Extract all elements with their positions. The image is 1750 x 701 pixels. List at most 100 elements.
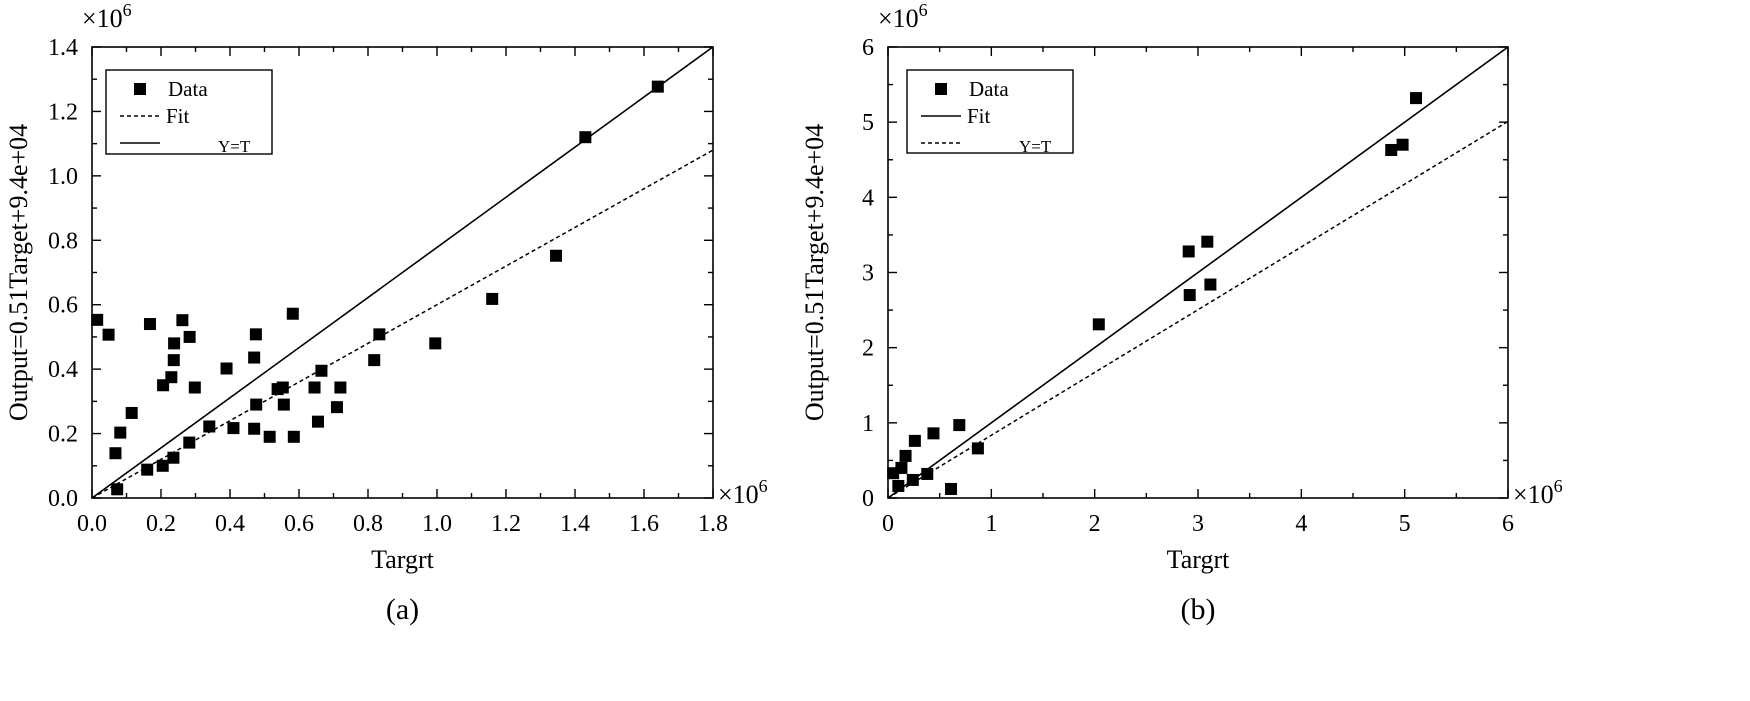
legend-entry-label: Data — [168, 77, 208, 101]
series-line-fit — [888, 47, 1508, 498]
data-point — [176, 314, 189, 327]
data-point — [114, 426, 127, 439]
data-point — [168, 337, 181, 350]
y-tick-label: 0.6 — [48, 293, 78, 319]
y-tick-label: 0.4 — [48, 357, 78, 383]
x-tick-label: 3 — [1192, 511, 1204, 537]
x-axis-label: Targrt — [371, 545, 434, 574]
y-tick-label: 0.8 — [48, 228, 78, 254]
y-tick-label: 0.2 — [48, 422, 78, 448]
x-tick-label: 5 — [1399, 511, 1411, 537]
y-tick-label: 5 — [862, 110, 874, 136]
legend-entry-label: Fit — [967, 104, 991, 128]
data-point — [308, 381, 321, 394]
data-point — [1182, 245, 1195, 258]
data-point — [167, 354, 180, 367]
chart-panel-b: 0 1 2 3 4 5 60123456×106×106TargrtOutput=0.51T… — [800, 0, 1563, 626]
data-point — [102, 328, 115, 341]
x-tick-label: 2 — [1089, 511, 1101, 537]
data-point — [899, 449, 912, 462]
data-point — [91, 313, 104, 326]
legend-entry-label: Y=T — [1019, 137, 1052, 156]
legend-box — [105, 69, 273, 155]
y-axis-label: Output=0.51Target+9.4e+04 — [4, 124, 33, 421]
data-point — [892, 479, 905, 492]
legend-entry-label: Data — [969, 77, 1009, 101]
data-point — [1204, 278, 1217, 291]
x-tick-label: 1 — [985, 511, 997, 537]
x-axis-multiplier: ×106 — [718, 476, 768, 509]
data-point — [895, 461, 908, 474]
y-tick-label: 1.0 — [48, 164, 78, 190]
x-tick-label: 6 — [1502, 511, 1514, 537]
data-point — [286, 307, 299, 320]
data-point — [109, 447, 122, 460]
panel-label: (b) — [1181, 593, 1216, 626]
data-point — [334, 381, 347, 394]
data-point — [248, 422, 261, 435]
y-tick-label: 1.4 — [48, 35, 78, 61]
chart-panel-a: 0.0 0.2 0.4 0.6 0.8 1.0 1.2 1.4 1.6 1.8 0.0 0.2 0.4 0… — [4, 0, 768, 626]
data-point — [330, 401, 343, 414]
axis-ticks — [91, 46, 714, 499]
data-point — [125, 406, 138, 419]
y-axis-multiplier: ×106 — [82, 0, 132, 33]
y-axis-label: Output=0.51Target+9.4e+04 — [800, 124, 829, 421]
x-tick-label: 1.2 — [491, 511, 521, 537]
data-point — [315, 364, 328, 377]
data-point — [287, 430, 300, 443]
data-point — [927, 427, 940, 440]
x-tick-label: 4 — [1295, 511, 1307, 537]
data-point — [368, 354, 381, 367]
data-point — [227, 422, 240, 435]
x-tick-label: 0.4 — [215, 511, 245, 537]
data-point — [249, 328, 262, 341]
data-point — [183, 436, 196, 449]
data-point — [165, 371, 178, 384]
data-point — [921, 467, 934, 480]
x-tick-label: 1.4 — [560, 511, 590, 537]
data-point — [111, 483, 124, 496]
y-tick-label: 6 — [862, 35, 874, 61]
data-point — [579, 131, 592, 144]
data-point — [906, 473, 919, 486]
data-point — [908, 434, 921, 447]
legend-symbol-square — [935, 83, 947, 95]
y-tick-label: 0 — [862, 486, 874, 512]
legend-entry-label: Fit — [166, 104, 190, 128]
x-tick-label: 1.6 — [629, 511, 659, 537]
data-point — [971, 442, 984, 455]
y-tick-label: 3 — [862, 261, 874, 287]
data-point — [953, 419, 966, 432]
series-line-y-t — [888, 120, 1508, 498]
data-point — [1183, 289, 1196, 302]
y-tick-label: 1.2 — [48, 99, 78, 125]
legend-box — [906, 69, 1074, 154]
data-point — [277, 398, 290, 411]
x-tick-label: 0.2 — [146, 511, 176, 537]
data-point — [276, 381, 289, 394]
y-axis-multiplier: ×106 — [878, 0, 928, 33]
legend-symbol-square — [134, 83, 146, 95]
y-tick-label: 0.0 — [48, 486, 78, 512]
data-point — [141, 463, 154, 476]
x-tick-label: 0.0 — [77, 511, 107, 537]
data-point — [550, 249, 563, 262]
y-tick-label: 1 — [862, 411, 874, 437]
data-point — [486, 292, 499, 305]
data-point — [1092, 318, 1105, 331]
x-axis-multiplier: ×106 — [1513, 476, 1563, 509]
data-point — [188, 381, 201, 394]
data-point — [183, 330, 196, 343]
data-point — [1201, 235, 1214, 248]
data-point — [373, 328, 386, 341]
series-line-y-t — [92, 47, 713, 498]
x-axis-label: Targrt — [1167, 545, 1230, 574]
data-point — [429, 337, 442, 350]
legend: Data Fit Y=T — [906, 69, 1074, 156]
data-point — [203, 420, 216, 433]
axis-ticks — [887, 46, 1509, 499]
data-point — [250, 398, 263, 411]
panel-label: (a) — [386, 593, 419, 626]
